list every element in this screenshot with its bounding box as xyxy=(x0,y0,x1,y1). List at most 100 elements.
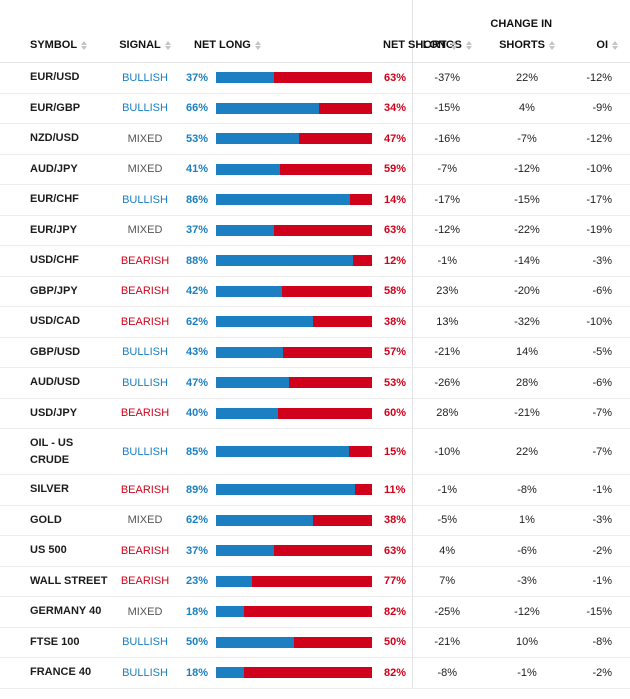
change-shorts-cell: -6% xyxy=(482,535,572,567)
symbol-cell[interactable]: GERMANY 40 xyxy=(0,596,110,628)
net-short-value: 11% xyxy=(376,474,412,506)
table-row[interactable]: AUD/JPY MIXED 41% 59% -7% -12% -10% xyxy=(0,154,630,185)
table-row[interactable]: USD/JPY BEARISH 40% 60% 28% -21% -7% xyxy=(0,398,630,429)
table-row[interactable]: WALL STREET BEARISH 23% 77% 7% -3% -1% xyxy=(0,566,630,597)
symbol-cell[interactable]: FTSE 100 xyxy=(0,627,110,658)
sort-icon[interactable] xyxy=(450,40,457,50)
change-longs-cell: -21% xyxy=(411,337,482,368)
oi-column-header[interactable]: OI xyxy=(572,31,630,63)
sort-icon[interactable] xyxy=(254,40,261,50)
change-longs-cell: -21% xyxy=(411,627,482,658)
table-row[interactable]: US 500 BEARISH 37% 63% 4% -6% -2% xyxy=(0,535,630,567)
signal-cell: BULLISH xyxy=(110,367,180,399)
table-row[interactable]: EUR/GBP BULLISH 66% 34% -15% 4% -9% xyxy=(0,93,630,124)
change-in-header: CHANGE IN xyxy=(411,0,630,31)
table-row[interactable]: EUR/CHF BULLISH 86% 14% -17% -15% -17% xyxy=(0,184,630,216)
signal-cell: MIXED xyxy=(110,215,180,246)
sentiment-bar-cell xyxy=(216,184,376,216)
symbol-cell[interactable]: FRANCE 40 xyxy=(0,657,110,689)
net-short-value: 47% xyxy=(376,123,412,155)
sentiment-bar-cell xyxy=(216,306,376,338)
change-shorts-cell: -8% xyxy=(482,474,572,506)
symbol-cell[interactable]: GBP/JPY xyxy=(0,276,110,307)
change-oi-cell: -3% xyxy=(572,505,630,536)
table-row[interactable]: EUR/USD BULLISH 37% 63% -37% 22% -12% xyxy=(0,62,630,94)
table-row[interactable]: GBP/JPY BEARISH 42% 58% 23% -20% -6% xyxy=(0,276,630,307)
symbol-cell[interactable]: EUR/CHF xyxy=(0,184,110,216)
sentiment-bar xyxy=(216,133,372,145)
net-long-value: 37% xyxy=(180,215,216,246)
symbol-cell[interactable]: AUD/JPY xyxy=(0,154,110,185)
table-row[interactable]: USD/CHF BEARISH 88% 12% -1% -14% -3% xyxy=(0,245,630,277)
sentiment-bar-cell xyxy=(216,62,376,94)
symbol-cell[interactable]: USD/JPY xyxy=(0,398,110,429)
table-row[interactable]: USD/CAD BEARISH 62% 38% 13% -32% -10% xyxy=(0,306,630,338)
sentiment-bar xyxy=(216,636,372,648)
sort-icon[interactable] xyxy=(81,40,88,50)
net-long-column-header[interactable]: NET LONG xyxy=(180,31,376,63)
symbol-cell[interactable]: USD/CHF xyxy=(0,245,110,277)
signal-cell: BEARISH xyxy=(110,474,180,506)
symbol-cell[interactable]: EUR/GBP xyxy=(0,93,110,124)
change-shorts-cell: -12% xyxy=(482,596,572,628)
sentiment-bar xyxy=(216,407,372,419)
sort-icon[interactable] xyxy=(612,40,619,50)
sort-icon[interactable] xyxy=(465,40,472,50)
change-oi-cell: -12% xyxy=(572,123,630,155)
change-longs-cell: -37% xyxy=(411,62,482,94)
shorts-column-header[interactable]: SHORTS xyxy=(482,31,572,63)
symbol-cell[interactable]: EUR/JPY xyxy=(0,215,110,246)
sort-icon[interactable] xyxy=(548,40,555,50)
change-oi-cell: -2% xyxy=(572,657,630,689)
symbol-cell[interactable]: EUR/USD xyxy=(0,62,110,94)
table-row[interactable]: GERMANY 40 MIXED 18% 82% -25% -12% -15% xyxy=(0,596,630,628)
change-longs-cell: -25% xyxy=(411,596,482,628)
net-long-value: 18% xyxy=(180,596,216,628)
net-short-value: 14% xyxy=(376,184,412,216)
sentiment-bar xyxy=(216,224,372,236)
change-longs-cell: -5% xyxy=(411,505,482,536)
table-row[interactable]: OIL - US CRUDE BULLISH 85% 15% -10% 22% -7% xyxy=(0,428,630,475)
net-long-value: 50% xyxy=(180,627,216,658)
symbol-cell[interactable]: AUD/USD xyxy=(0,367,110,399)
change-oi-cell: -12% xyxy=(572,62,630,94)
symbol-cell[interactable]: GBP/USD xyxy=(0,337,110,368)
net-short-column-header[interactable]: NET SHORT xyxy=(376,31,457,63)
symbol-cell[interactable]: WALL STREET xyxy=(0,566,110,597)
symbol-cell[interactable]: USD/CAD xyxy=(0,306,110,338)
change-longs-cell: 7% xyxy=(411,566,482,597)
change-oi-cell: -9% xyxy=(572,93,630,124)
table-row[interactable]: GOLD MIXED 62% 38% -5% 1% -3% xyxy=(0,505,630,536)
change-longs-cell: 13% xyxy=(411,306,482,338)
symbol-column-header[interactable]: SYMBOL xyxy=(0,31,110,63)
symbol-cell[interactable]: OIL - US CRUDE xyxy=(0,428,110,475)
symbol-cell[interactable]: GOLD xyxy=(0,505,110,536)
table-row[interactable]: AUD/USD BULLISH 47% 53% -26% 28% -6% xyxy=(0,367,630,399)
table-row[interactable]: GBP/USD BULLISH 43% 57% -21% 14% -5% xyxy=(0,337,630,368)
symbol-cell[interactable]: NZD/USD xyxy=(0,123,110,155)
net-short-value: 63% xyxy=(376,215,412,246)
sentiment-bar-cell xyxy=(216,428,376,475)
sentiment-bar-cell xyxy=(216,367,376,399)
change-shorts-cell: 14% xyxy=(482,337,572,368)
net-long-fill xyxy=(216,163,280,175)
table-row[interactable]: FTSE 100 BULLISH 50% 50% -21% 10% -8% xyxy=(0,627,630,658)
net-short-value: 34% xyxy=(376,93,412,124)
change-oi-cell: -1% xyxy=(572,474,630,506)
signal-column-header[interactable]: SIGNAL xyxy=(110,31,180,63)
net-long-header-label: NET LONG xyxy=(194,39,251,51)
change-shorts-cell: 22% xyxy=(482,428,572,475)
sort-icon[interactable] xyxy=(164,40,171,50)
table-row[interactable]: NZD/USD MIXED 53% 47% -16% -7% -12% xyxy=(0,123,630,155)
change-shorts-cell: -21% xyxy=(482,398,572,429)
change-oi-cell: -7% xyxy=(572,428,630,475)
signal-cell: BEARISH xyxy=(110,306,180,338)
net-short-value: 38% xyxy=(376,505,412,536)
symbol-cell[interactable]: US 500 xyxy=(0,535,110,567)
symbol-cell[interactable]: SILVER xyxy=(0,474,110,506)
table-row[interactable]: SILVER BEARISH 89% 11% -1% -8% -1% xyxy=(0,474,630,506)
net-long-fill xyxy=(216,133,299,145)
table-row[interactable]: FRANCE 40 BULLISH 18% 82% -8% -1% -2% xyxy=(0,657,630,689)
table-row[interactable]: EUR/JPY MIXED 37% 63% -12% -22% -19% xyxy=(0,215,630,246)
change-oi-cell: -10% xyxy=(572,306,630,338)
